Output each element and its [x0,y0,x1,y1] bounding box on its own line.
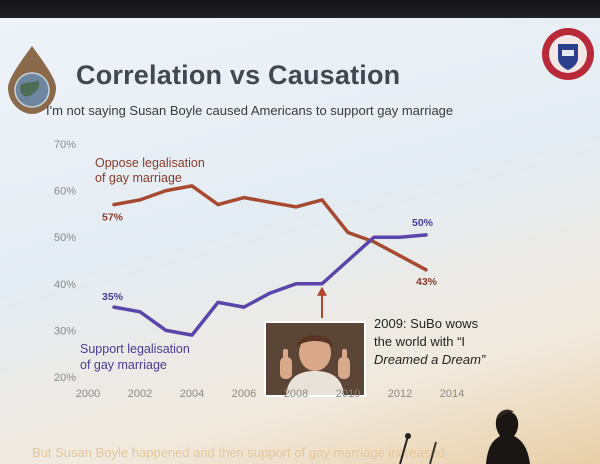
microphone [399,433,437,464]
x-tick-label: 2000 [76,388,100,400]
slide-subtitle: I'm not saying Susan Boyle caused Americ… [46,103,454,118]
x-tick-label: 2012 [388,388,412,400]
y-tick-label: 50% [54,232,76,244]
x-tick-label: 2008 [284,388,308,400]
globe-logo-icon [8,46,56,114]
y-tick-label: 20% [54,372,76,384]
support-series-line [112,233,428,337]
callout-line2: the world with “I [374,334,465,349]
y-tick-label: 30% [54,325,76,337]
slide-footer: But Susan Boyle happened and then suppor… [32,445,445,460]
series-label-support-line2: of gay marriage [80,358,167,372]
university-crest-icon [542,28,594,80]
x-tick-label: 2004 [180,388,204,400]
y-tick-label: 40% [54,279,76,291]
series-label-support-line1: Support legalisation [80,342,190,356]
speaker-silhouette [486,409,530,464]
data-label-support-end: 50% [412,217,434,229]
data-label-oppose-end: 43% [416,276,438,288]
x-tick-label: 2014 [440,388,464,400]
y-tick-label: 60% [54,186,76,198]
data-label-oppose-start: 57% [102,212,124,224]
series-label-oppose-line2: of gay marriage [95,171,182,185]
x-tick-label: 2006 [232,388,256,400]
x-tick-label: 2002 [128,388,152,400]
callout-line1: 2009: SuBo wows [374,316,479,331]
data-label-support-start: 35% [102,291,124,303]
x-tick-label: 2010 [336,388,360,400]
oppose-series-line [112,184,428,272]
y-tick-label: 70% [54,139,76,151]
callout-arrow [317,286,327,318]
presentation-slide: Correlation vs Causation I'm not saying … [0,18,600,464]
series-label-oppose-line1: Oppose legalisation [95,156,205,170]
callout-line3: Dreamed a Dream” [374,352,486,367]
slide-title: Correlation vs Causation [76,60,401,90]
susan-boyle-photo [264,321,366,397]
callout-arrow-head [317,286,327,296]
